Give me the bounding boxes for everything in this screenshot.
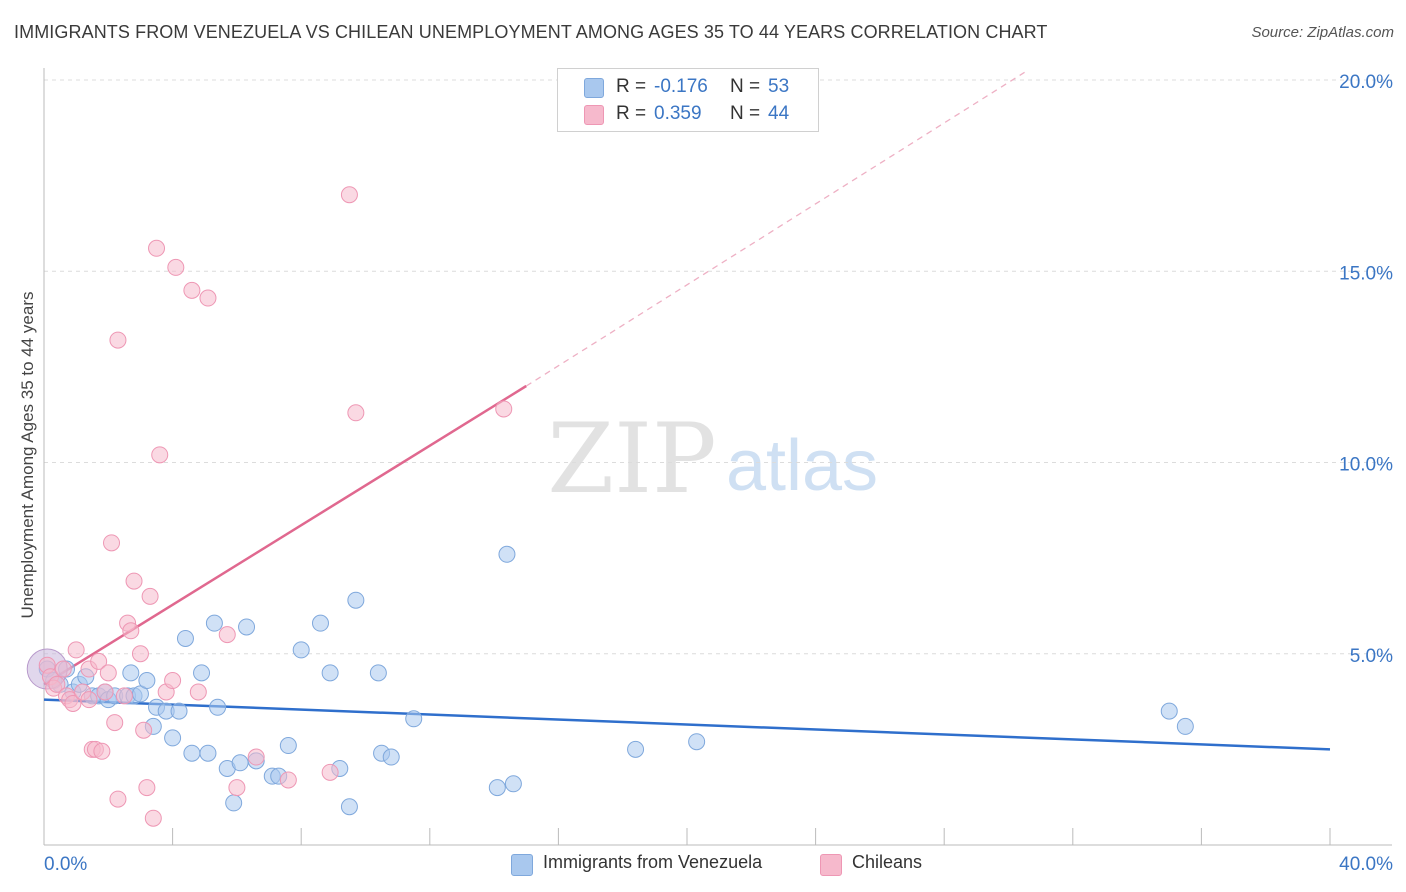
correlation-legend: R = -0.176 N = 53 R = 0.359 N = 44 [557,68,819,132]
chileans-points [26,186,513,827]
venezuela-point [176,629,194,647]
bottom-legend-label-venezuela: Immigrants from Venezuela [543,852,763,872]
chileans-point [347,404,365,422]
chileans-point [228,779,246,797]
watermark-zip: ZIP [547,403,716,515]
chileans-point [279,771,297,789]
venezuela-point [321,664,339,682]
legend-swatch-pink [584,105,604,125]
venezuela-point [205,614,223,632]
y-tick-label: 15.0% [1339,263,1393,284]
chileans-point [115,687,133,705]
tick-labels: 5.0% 10.0% 15.0% 20.0% 0.0% 40.0% [44,72,1393,875]
venezuela-point [164,729,182,747]
x-tick-label: 0.0% [44,854,87,875]
y-tick-label: 5.0% [1350,646,1393,667]
chileans-point [340,186,358,204]
venezuela-point [340,798,358,816]
venezuela-point [225,794,243,812]
venezuela-point [498,545,516,563]
chileans-point [64,694,82,712]
legend-swatch-blue [584,78,604,98]
legend-n-value: 53 [768,76,790,97]
venezuela-point [279,737,297,755]
venezuela-point [170,702,188,720]
chileans-point [125,572,143,590]
x-tick-label: 40.0% [1339,854,1393,875]
chileans-point [495,400,513,418]
chileans-point [106,714,124,732]
chart-title: IMMIGRANTS FROM VENEZUELA VS CHILEAN UNE… [14,22,1048,42]
watermark: ZIP atlas [547,403,878,515]
chileans-point [131,645,149,663]
venezuela-point [183,744,201,762]
venezuela-point [369,664,387,682]
venezuela-point [1160,702,1178,720]
chileans-point [144,809,162,827]
venezuela-point [1176,717,1194,735]
chileans-point [183,281,201,299]
chileans-trend-line [43,384,527,686]
venezuela-point [193,664,211,682]
venezuela-point [405,710,423,728]
chileans-point [148,239,166,257]
legend-r-value: 0.359 [654,103,702,124]
chileans-point [99,664,117,682]
chileans-point [90,652,108,670]
venezuela-point [311,614,329,632]
chileans-point [189,683,207,701]
chileans-point [93,742,111,760]
bottom-legend-label-chileans: Chileans [852,852,923,872]
venezuela-point [199,744,217,762]
chileans-point [67,641,85,659]
grid [44,79,1392,655]
venezuela-point [292,641,310,659]
chileans-point [138,779,156,797]
venezuela-point [347,591,365,609]
watermark-atlas: atlas [726,426,878,506]
chileans-point [164,672,182,690]
legend-r-label: R = [616,76,647,97]
chileans-point [167,258,185,276]
bottom-legend-swatch-pink [820,854,842,876]
chileans-point [247,748,265,766]
chileans-point [103,534,121,552]
venezuela-point [209,698,227,716]
venezuela-point [238,618,256,636]
legend-n-label: N = [730,103,761,124]
chileans-point [48,675,66,693]
venezuela-point [138,672,156,690]
chileans-point [321,763,339,781]
chileans-point [54,660,72,678]
legend-r-label: R = [616,103,647,124]
legend-n-value: 44 [768,103,790,124]
source-credit: Source: ZipAtlas.com [1251,24,1394,41]
chileans-point [199,289,217,307]
chileans-point [135,721,153,739]
chileans-point [141,587,159,605]
venezuela-point [231,754,249,772]
y-tick-label: 20.0% [1339,72,1393,93]
venezuela-point [504,775,522,793]
axes [43,68,1392,846]
legend-r-value: -0.176 [654,76,708,97]
venezuela-point [688,733,706,751]
venezuela-point [122,664,140,682]
chileans-point [80,691,98,709]
chileans-point [96,683,114,701]
legend-n-label: N = [730,76,761,97]
venezuela-points [38,545,1194,816]
chileans-point [122,622,140,640]
y-tick-label: 10.0% [1339,455,1393,476]
chileans-point [109,331,127,349]
chileans-point [151,446,169,464]
venezuela-point [627,740,645,758]
chileans-point [109,790,127,808]
venezuela-trend-line [43,698,1331,751]
venezuela-point [488,779,506,797]
venezuela-point [382,748,400,766]
bottom-legend-swatch-blue [511,854,533,876]
chileans-point [218,626,236,644]
